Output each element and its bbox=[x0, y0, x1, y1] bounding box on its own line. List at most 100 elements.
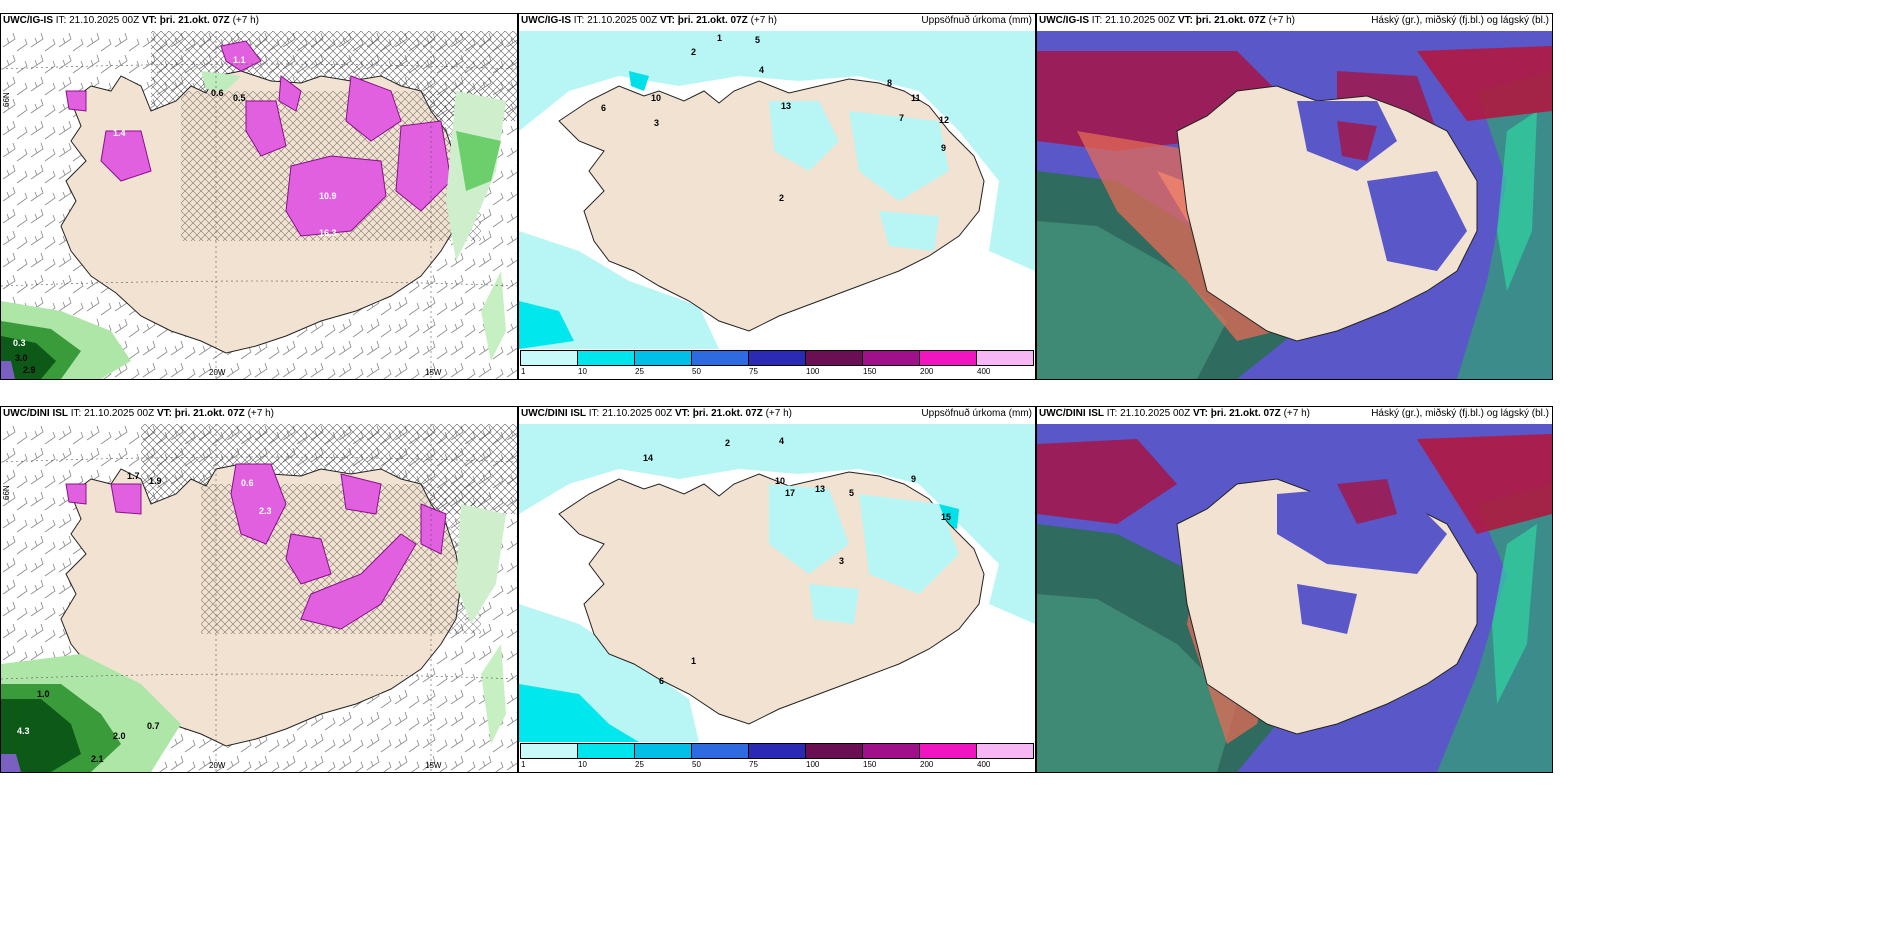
colorbar-tick: 1 bbox=[521, 760, 526, 769]
precip-label: 13 bbox=[815, 484, 825, 494]
precip-label: 12 bbox=[939, 115, 949, 125]
precip-label: 9 bbox=[911, 474, 916, 484]
panel-header: UWC/DINI ISL IT: 21.10.2025 00Z VT: þri.… bbox=[521, 408, 792, 419]
map-svg bbox=[1037, 31, 1552, 379]
precip-label: 6 bbox=[601, 103, 606, 113]
model-name: UWC/DINI ISL bbox=[3, 408, 68, 419]
snow-label: 1.1 bbox=[233, 55, 246, 65]
precip-label: 1 bbox=[691, 656, 696, 666]
swatch bbox=[635, 744, 692, 758]
precip-colorbar: 1 10 25 50 75 100 150 200 400 bbox=[520, 743, 1034, 771]
model-name: UWC/IG-IS bbox=[1039, 15, 1089, 26]
precip-label: 13 bbox=[781, 101, 791, 111]
lead-time: (+7 h) bbox=[1283, 408, 1310, 419]
swatch bbox=[692, 351, 749, 365]
panel-header: UWC/IG-IS IT: 21.10.2025 00Z VT: þri. 21… bbox=[521, 15, 777, 26]
lead-time: (+7 h) bbox=[232, 15, 259, 26]
snow-label: 2.9 bbox=[23, 365, 36, 375]
precip-map: 1 5 2 4 3 2 10 8 9 13 11 12 7 6 bbox=[519, 31, 1035, 349]
snow-label: 1.9 bbox=[149, 476, 162, 486]
precip-label: 15 bbox=[941, 512, 951, 522]
precip-label: 3 bbox=[839, 556, 844, 566]
init-time: 21.10.2025 00Z bbox=[69, 15, 140, 26]
map-svg bbox=[1037, 424, 1552, 772]
cloud-over-land bbox=[1277, 479, 1447, 634]
precip-label: 2 bbox=[691, 47, 696, 57]
model-name: UWC/IG-IS bbox=[3, 15, 53, 26]
colorbar-swatches bbox=[520, 743, 1034, 759]
snow-label: 2.3 bbox=[259, 506, 272, 516]
lon-label-15w: 15W bbox=[425, 368, 442, 377]
snow-label: 0.6 bbox=[211, 88, 224, 98]
snow-label: 1.0 bbox=[37, 689, 50, 699]
snow-label: 0.3 bbox=[13, 338, 26, 348]
colorbar-tick: 400 bbox=[977, 367, 991, 376]
snow-label: 10.9 bbox=[319, 191, 337, 201]
lat-label-66n: 66N bbox=[2, 92, 11, 107]
swatch bbox=[578, 744, 635, 758]
precip-label: 8 bbox=[887, 78, 892, 88]
colorbar-ticks: 1 10 25 50 75 100 150 200 400 bbox=[520, 760, 1034, 770]
swatch bbox=[578, 351, 635, 365]
precip-label: 9 bbox=[941, 143, 946, 153]
cloud-map bbox=[1037, 31, 1552, 379]
swatch bbox=[977, 744, 1033, 758]
lat-label-66n: 66N bbox=[2, 485, 11, 500]
precip-inland bbox=[769, 101, 949, 251]
snow-areas bbox=[65, 40, 452, 237]
snow-label: 3.0 bbox=[15, 353, 28, 363]
lon-label-15w: 15W bbox=[425, 761, 442, 770]
valid-time: þri. 21.okt. 07Z bbox=[677, 15, 748, 26]
field-title: Uppsöfnuð úrkoma (mm) bbox=[921, 15, 1032, 26]
valid-time: þri. 21.okt. 07Z bbox=[159, 15, 230, 26]
map-svg: 20W 15W 66N 0.6 0.5 1.1 1.4 10.9 16.3 0.… bbox=[1, 31, 517, 379]
colorbar-tick: 50 bbox=[692, 367, 701, 376]
swatch bbox=[806, 744, 863, 758]
precip-colorbar: 1 10 25 50 75 100 150 200 400 bbox=[520, 350, 1034, 378]
colorbar-tick: 50 bbox=[692, 760, 701, 769]
precip-label: 2 bbox=[779, 193, 784, 203]
precip-label: 5 bbox=[755, 35, 760, 45]
lead-time: (+7 h) bbox=[750, 15, 777, 26]
snow-label: 0.6 bbox=[241, 478, 254, 488]
snow-label: 2.0 bbox=[113, 731, 126, 741]
field-title: Uppsöfnuð úrkoma (mm) bbox=[921, 408, 1032, 419]
precip-label: 2 bbox=[725, 438, 730, 448]
swatch bbox=[635, 351, 692, 365]
precip-label: 3 bbox=[654, 118, 659, 128]
colorbar-tick: 10 bbox=[578, 367, 587, 376]
valid-time: þri. 21.okt. 07Z bbox=[1195, 15, 1266, 26]
init-time: 21.10.2025 00Z bbox=[1120, 408, 1191, 419]
panel-header: UWC/DINI ISL IT: 21.10.2025 00Z VT: þri.… bbox=[1039, 408, 1310, 419]
swatch bbox=[521, 351, 578, 365]
precip-label: 14 bbox=[643, 453, 653, 463]
iceland-land bbox=[1176, 85, 1478, 342]
field-title: Háský (gr.), miðský (fj.bl.) og lágský (… bbox=[1371, 15, 1549, 26]
map-svg: 20W 15W 66N 1.7 1.9 0.6 2.3 1.0 4.3 2.0 … bbox=[1, 424, 517, 772]
panel-header: UWC/DINI ISL IT: 21.10.2025 00Z VT: þri.… bbox=[3, 408, 274, 419]
green-areas bbox=[1, 71, 506, 379]
lat-lon-grid bbox=[1, 31, 517, 379]
valid-time: þri. 21.okt. 07Z bbox=[1210, 408, 1281, 419]
valid-time: þri. 21.okt. 07Z bbox=[692, 408, 763, 419]
panel-top-left: UWC/IG-IS IT: 21.10.2025 00Z VT: þri. 21… bbox=[0, 13, 518, 380]
swatch bbox=[749, 744, 806, 758]
model-name: UWC/DINI ISL bbox=[521, 408, 586, 419]
colorbar-tick: 10 bbox=[578, 760, 587, 769]
swatch bbox=[920, 744, 977, 758]
precip-map: 2 4 14 10 17 13 15 9 6 3 5 1 bbox=[519, 424, 1035, 742]
colorbar-tick: 75 bbox=[749, 367, 758, 376]
colorbar-tick: 1 bbox=[521, 367, 526, 376]
precip-label: 7 bbox=[899, 113, 904, 123]
cloud-over-land bbox=[1297, 101, 1467, 271]
snow-label: 4.3 bbox=[17, 726, 30, 736]
colorbar-tick: 100 bbox=[806, 760, 820, 769]
init-time: 21.10.2025 00Z bbox=[602, 408, 673, 419]
init-time: 21.10.2025 00Z bbox=[587, 15, 658, 26]
init-time: 21.10.2025 00Z bbox=[1105, 15, 1176, 26]
snow-label: 16.3 bbox=[319, 228, 337, 238]
swatch bbox=[521, 744, 578, 758]
weather-map: 20W 15W 66N 0.6 0.5 1.1 1.4 10.9 16.3 0.… bbox=[1, 31, 517, 379]
precip-label: 1 bbox=[717, 33, 722, 43]
precip-label: 17 bbox=[785, 488, 795, 498]
